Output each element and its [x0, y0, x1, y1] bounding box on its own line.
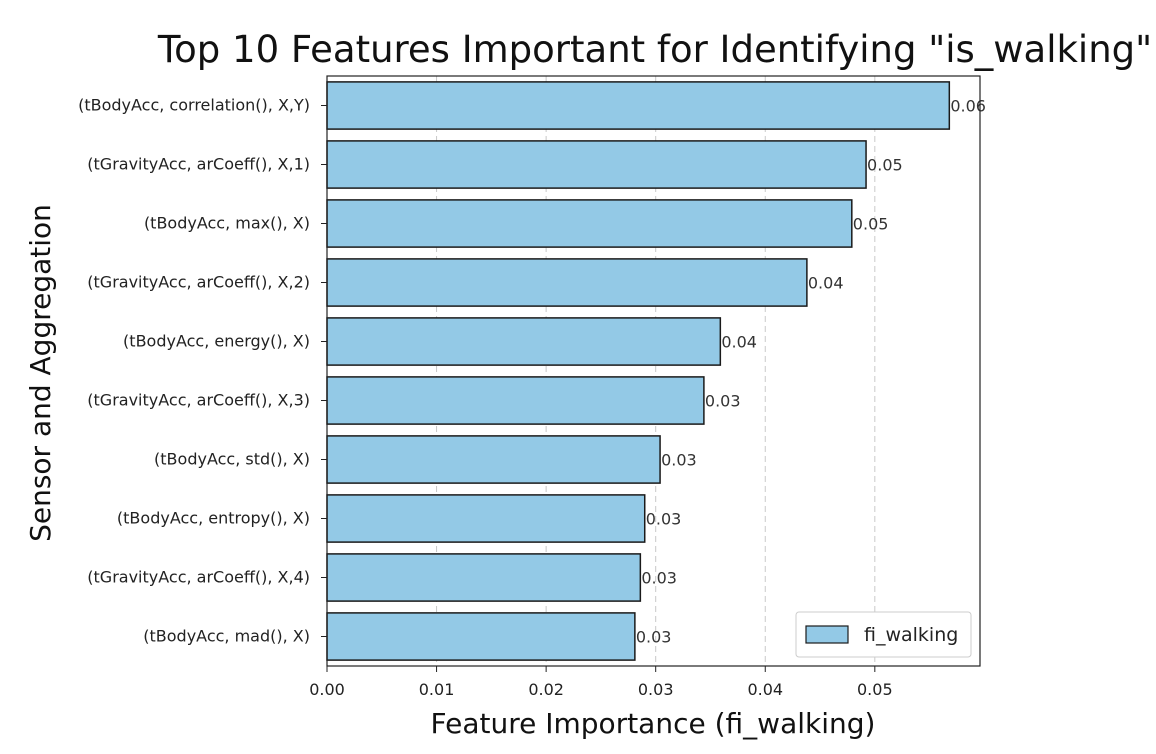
y-axis-label: Sensor and Aggregation — [24, 204, 57, 542]
y-tick-label: (tBodyAcc, max(), X) — [144, 214, 310, 233]
y-tick-label: (tGravityAcc, arCoeff(), X,3) — [87, 391, 310, 410]
data-labels-group: 0.06 0.05 0.05 0.04 0.04 0.03 0.03 0.03 0.03 0.03 — [636, 97, 986, 647]
bars-group — [326, 81, 951, 661]
bar-value-label: 0.03 — [646, 510, 682, 529]
bar — [326, 612, 636, 661]
plot-frame — [326, 75, 981, 667]
x-axis-label: Feature Importance (fi_walking) — [431, 707, 876, 740]
bar-value-label: 0.03 — [636, 628, 672, 647]
bar-value-label: 0.03 — [641, 569, 677, 588]
x-tick-label: 0.04 — [747, 680, 783, 699]
y-tick-label: (tBodyAcc, energy(), X) — [123, 332, 310, 351]
bar-value-label: 0.05 — [853, 215, 889, 234]
x-tick-label: 0.05 — [857, 680, 893, 699]
bar — [326, 199, 853, 248]
bar — [326, 317, 722, 366]
y-axis-ticks: (tBodyAcc, correlation(), X,Y) (tGravityA… — [78, 96, 327, 646]
legend-box — [795, 611, 972, 658]
bar — [326, 376, 705, 425]
y-tick-label: (tGravityAcc, arCoeff(), X,1) — [87, 155, 310, 174]
y-tick-label: (tGravityAcc, arCoeff(), X,2) — [87, 273, 310, 292]
x-tick-label: 0.02 — [528, 680, 564, 699]
legend: fi_walking — [795, 611, 972, 658]
x-tick-label: 0.00 — [309, 680, 345, 699]
x-tick-label: 0.01 — [419, 680, 455, 699]
chart-title: Top 10 Features Important for Identifyin… — [157, 28, 1152, 71]
bar-value-label: 0.05 — [867, 156, 903, 175]
bar — [326, 435, 661, 484]
y-tick-label: (tGravityAcc, arCoeff(), X,4) — [87, 568, 310, 587]
x-tick-label: 0.03 — [638, 680, 674, 699]
bar — [326, 494, 646, 543]
legend-label-fi-walking: fi_walking — [864, 624, 958, 646]
bar-value-label: 0.03 — [705, 392, 741, 411]
y-tick-label: (tBodyAcc, std(), X) — [154, 450, 310, 469]
bar — [326, 258, 808, 307]
y-tick-label: (tBodyAcc, entropy(), X) — [117, 509, 310, 528]
bar — [326, 81, 951, 130]
bar — [326, 140, 867, 189]
bar-value-label: 0.04 — [721, 333, 757, 352]
bar-value-label: 0.03 — [661, 451, 697, 470]
y-tick-label: (tBodyAcc, mad(), X) — [143, 627, 310, 646]
bar-value-label: 0.04 — [808, 274, 844, 293]
x-axis-ticks: 0.00 0.01 0.02 0.03 0.04 0.05 — [309, 666, 893, 699]
y-tick-label: (tBodyAcc, correlation(), X,Y) — [78, 96, 310, 115]
bar-value-label: 0.06 — [950, 97, 986, 116]
bar — [326, 553, 642, 602]
legend-swatch — [805, 625, 849, 644]
